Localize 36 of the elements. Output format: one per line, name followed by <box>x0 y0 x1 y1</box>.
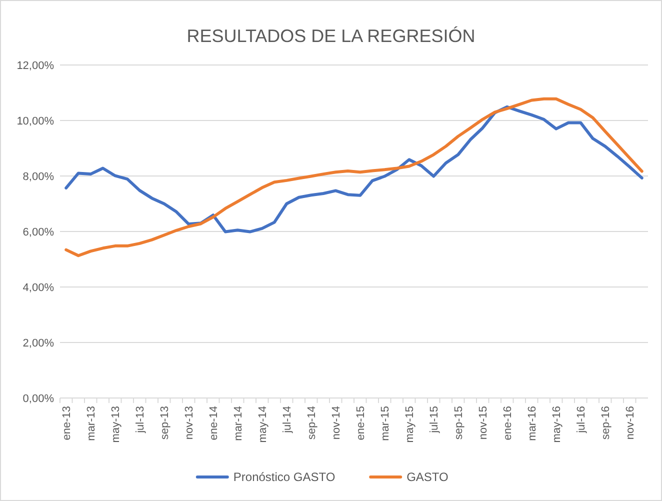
x-tick-label: nov-16 <box>624 406 636 440</box>
x-tick-label: may-15 <box>404 406 416 443</box>
x-tick-label: sep-13 <box>158 406 171 440</box>
y-tick-label: 10,00% <box>16 115 54 128</box>
x-tick-label: mar-13 <box>85 406 98 441</box>
x-tick-label: sep-15 <box>452 406 465 440</box>
x-tick-label: jul-14 <box>281 406 294 434</box>
x-tick-label: mar-15 <box>379 406 392 441</box>
y-tick-label: 4,00% <box>22 282 54 294</box>
y-tick-label: 12,00% <box>16 60 54 72</box>
x-tick-label: sep-14 <box>306 406 318 440</box>
x-tick-label: mar-14 <box>232 406 244 441</box>
legend-label: GASTO <box>406 470 448 484</box>
x-tick-label: nov-14 <box>330 406 342 440</box>
x-tick-label: sep-16 <box>600 406 612 440</box>
line-series <box>64 105 644 234</box>
x-tick-label: nov-15 <box>477 406 490 440</box>
x-tick-label: may-16 <box>550 406 563 443</box>
y-tick-label: 8,00% <box>22 170 54 183</box>
x-tick-label: ene-14 <box>208 406 220 440</box>
x-tick-label: jul-16 <box>575 406 588 434</box>
line-series <box>64 97 644 258</box>
x-tick-label: ene-15 <box>354 406 367 440</box>
y-tick-label: 0,00% <box>22 392 54 405</box>
x-tick-label: nov-13 <box>183 406 196 440</box>
legend-label: Pronóstico GASTO <box>233 470 336 484</box>
x-tick-label: ene-16 <box>502 406 514 440</box>
chart-title: RESULTADOS DE LA REGRESIÓN <box>186 26 476 46</box>
x-tick-label: mar-16 <box>526 406 538 441</box>
y-tick-label: 2,00% <box>22 337 54 350</box>
x-tick-label: may-14 <box>256 406 269 443</box>
x-tick-label: jul-13 <box>134 406 146 434</box>
x-tick-label: jul-15 <box>428 406 440 434</box>
x-tick-label: may-13 <box>110 406 122 443</box>
y-tick-label: 6,00% <box>22 226 54 238</box>
x-tick-label: ene-13 <box>60 406 73 440</box>
